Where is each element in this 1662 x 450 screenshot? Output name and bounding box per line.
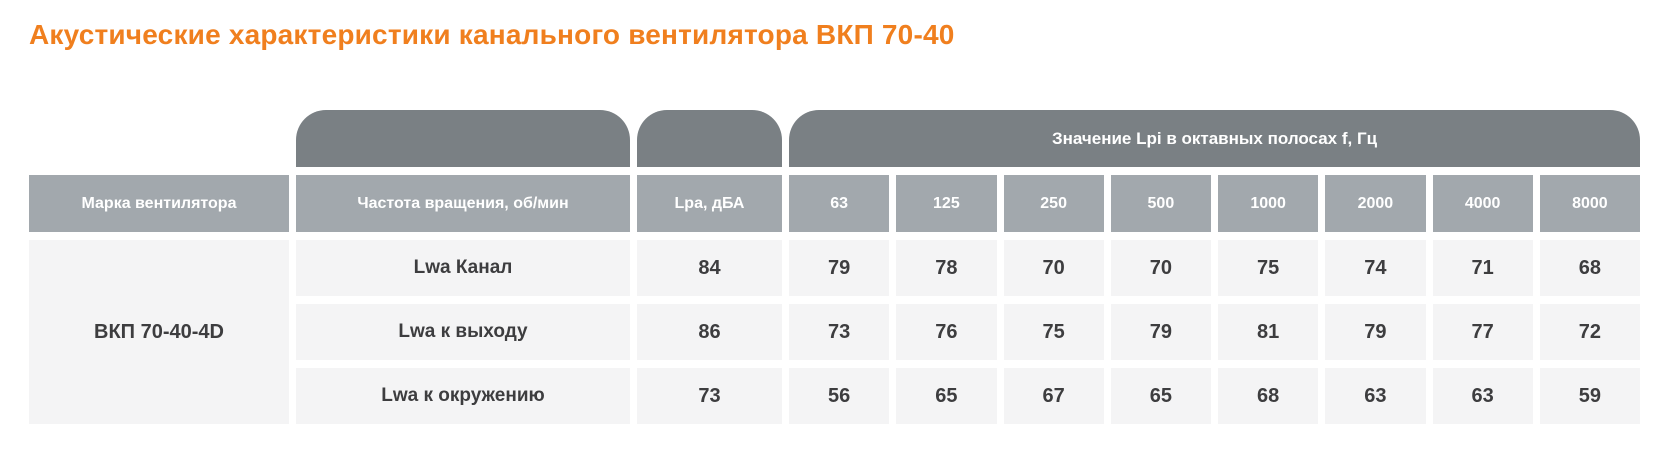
data-cell: 70: [1110, 240, 1211, 296]
header-lpa: Lpa, дБА: [637, 175, 782, 232]
data-cell: 68: [1539, 240, 1640, 296]
header-freq-500: 500: [1110, 175, 1211, 232]
data-cell: 70: [1003, 240, 1104, 296]
data-cell: 67: [1003, 368, 1104, 424]
lpa-column-cap: [637, 110, 782, 167]
data-cell: 63: [1432, 368, 1533, 424]
data-cell: 71: [1432, 240, 1533, 296]
row-label-lwa-okruzhenie: Lwa к окружению: [296, 368, 630, 424]
data-cell: 65: [1110, 368, 1211, 424]
header-fan-brand: Марка вентилятора: [29, 175, 289, 232]
data-cell: 78: [896, 240, 997, 296]
data-cell-lpa: 86: [637, 304, 782, 360]
data-cell: 59: [1539, 368, 1640, 424]
header-freq-63: 63: [789, 175, 890, 232]
data-cell: 73: [789, 304, 890, 360]
data-cell: 75: [1003, 304, 1104, 360]
header-freq-2000: 2000: [1325, 175, 1426, 232]
data-cell: 72: [1539, 304, 1640, 360]
data-cell-lpa: 84: [637, 240, 782, 296]
data-cell: 74: [1325, 240, 1426, 296]
data-cell: 76: [896, 304, 997, 360]
data-cell: 63: [1325, 368, 1426, 424]
header-freq-125: 125: [896, 175, 997, 232]
data-cell: 79: [789, 240, 890, 296]
fan-model-cell: ВКП 70-40-4D: [29, 240, 289, 424]
header-freq-1000: 1000: [1218, 175, 1319, 232]
header-freq-250: 250: [1003, 175, 1104, 232]
header-freq-4000: 4000: [1432, 175, 1533, 232]
octave-band-group-header: Значение Lpi в октавных полосах f, Гц: [789, 110, 1640, 167]
data-cell: 79: [1110, 304, 1211, 360]
row-label-lwa-kanal: Lwa Канал: [296, 240, 630, 296]
data-cell: 81: [1218, 304, 1319, 360]
data-cell-lpa: 73: [637, 368, 782, 424]
data-cell: 75: [1218, 240, 1319, 296]
header-rotation-speed: Частота вращения, об/мин: [296, 175, 630, 232]
row-label-lwa-vykhod: Lwa к выходу: [296, 304, 630, 360]
data-cell: 68: [1218, 368, 1319, 424]
octave-band-group-label: Значение Lpi в октавных полосах f, Гц: [1051, 128, 1378, 148]
acoustic-characteristics-table: Значение Lpi в октавных полосах f, Гц Ма…: [29, 110, 1640, 424]
data-cell: 77: [1432, 304, 1533, 360]
header-freq-8000: 8000: [1539, 175, 1640, 232]
page-title: Акустические характеристики канального в…: [29, 19, 955, 50]
rotation-speed-column-cap: [296, 110, 630, 167]
data-cell: 65: [896, 368, 997, 424]
data-cell: 79: [1325, 304, 1426, 360]
data-cell: 56: [789, 368, 890, 424]
